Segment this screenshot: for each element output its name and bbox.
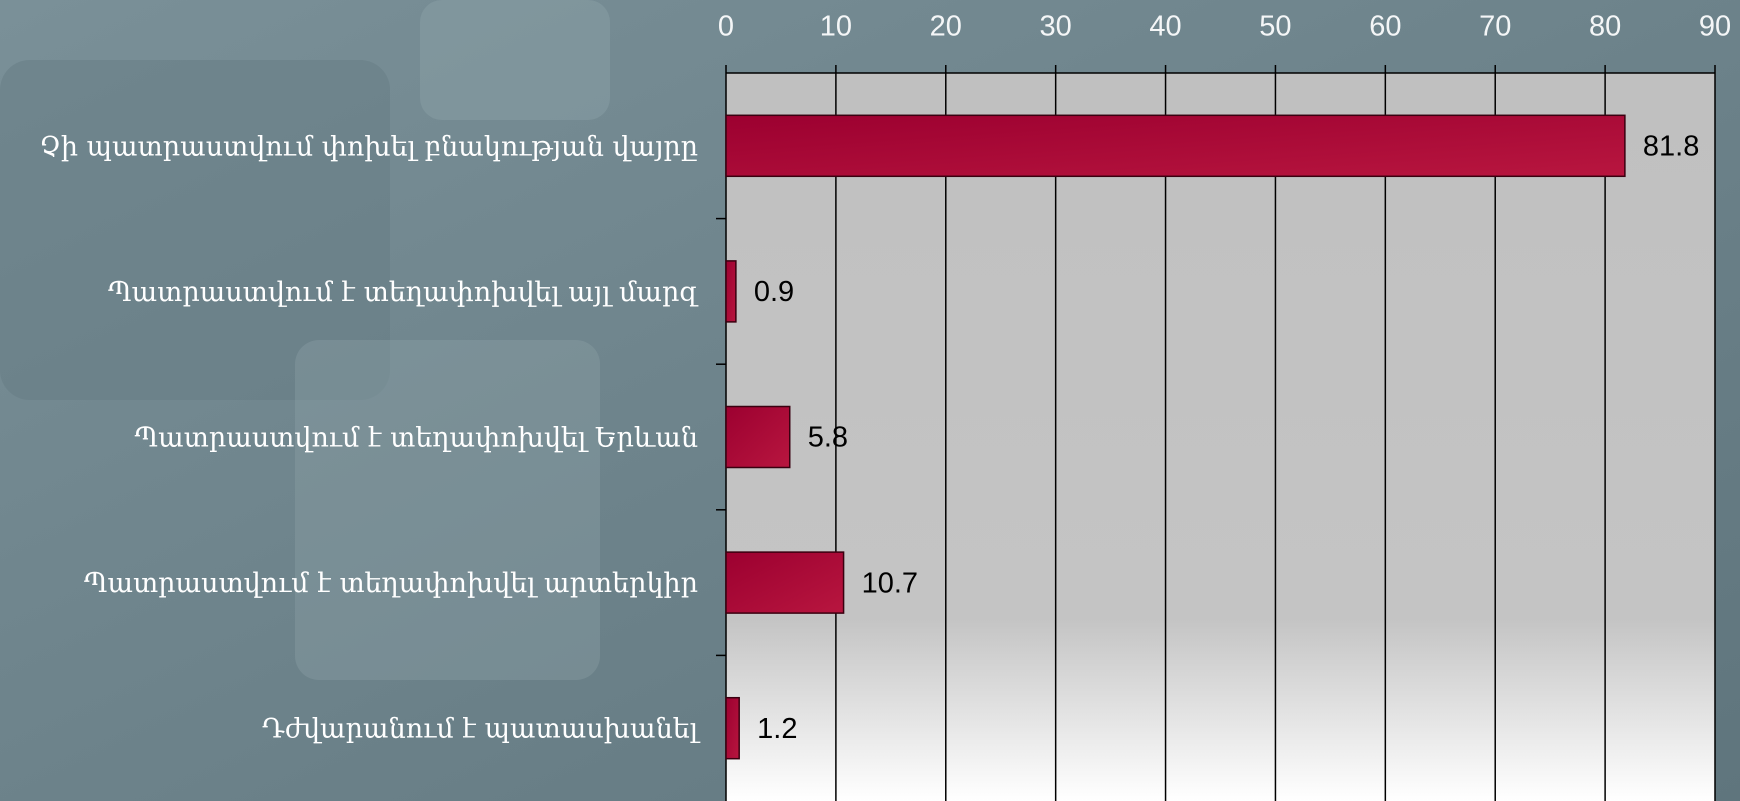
decor: [0, 60, 390, 400]
x-tick-label: 60: [1369, 11, 1401, 43]
bar: [725, 260, 737, 323]
value-label: 81.8: [1643, 130, 1699, 162]
value-label: 5.8: [808, 422, 848, 454]
category-label: Պատրաստվում է տեղափոխվել Երևան: [135, 423, 698, 454]
value-label: 0.9: [754, 276, 794, 308]
x-tick-label: 90: [1699, 11, 1731, 43]
bar: [725, 696, 740, 760]
x-tick-label: 40: [1149, 11, 1181, 43]
x-tick-label: 10: [820, 11, 852, 43]
value-label: 10.7: [862, 567, 918, 599]
decor: [420, 0, 610, 120]
bar: [725, 405, 791, 469]
x-tick-label: 20: [930, 11, 962, 43]
category-label: Դժվարանում է պատասխանել: [262, 714, 701, 745]
x-tick-label: 0: [718, 11, 734, 43]
x-tick-label: 80: [1589, 11, 1621, 43]
value-label: 1.2: [757, 713, 797, 745]
x-tick-label: 30: [1040, 11, 1072, 43]
x-tick-label: 70: [1479, 11, 1511, 43]
x-tick-label: 50: [1259, 11, 1291, 43]
category-label: Պատրաստվում է տեղափոխվել այլ մարզ: [108, 277, 699, 308]
decor: [295, 340, 600, 680]
bar: [725, 114, 1626, 178]
plot-area: [726, 73, 1715, 801]
category-label: Չի պատրաստվում փոխել բնակության վայրը: [39, 131, 698, 162]
category-label: Պատրաստվում է տեղափոխվել արտերկիր: [84, 568, 698, 599]
bar: [725, 551, 845, 614]
